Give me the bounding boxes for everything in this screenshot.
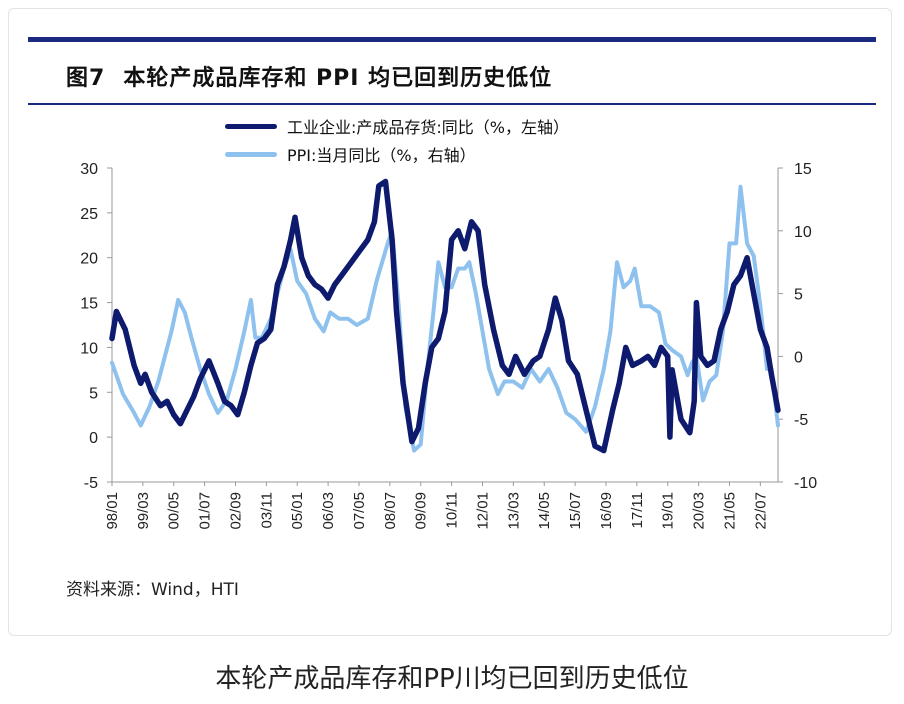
x-tick-label: 03/11 <box>258 492 275 528</box>
y-left-tick-label: 0 <box>89 430 98 447</box>
x-tick-label: 21/05 <box>721 492 738 530</box>
y-right-tick-label: 15 <box>794 161 812 178</box>
legend-item-inventory: 工业企业:产成品存货:同比（%，左轴） <box>225 112 569 140</box>
x-tick-label: 01/07 <box>197 492 214 530</box>
title-top-rule <box>28 37 876 42</box>
x-tick-label: 99/03 <box>135 492 152 530</box>
x-tick-label: 15/07 <box>567 492 584 530</box>
x-tick-label: 06/03 <box>320 492 337 530</box>
legend-label-ppi: PPI:当月同比（%，右轴） <box>287 146 476 165</box>
source-note: 资料来源：Wind，HTI <box>66 580 239 600</box>
figure-title-text: 本轮产成品库存和 PPI 均已回到历史低位 <box>123 66 553 91</box>
y-right-tick-label: 0 <box>794 349 803 366</box>
x-tick-label: 09/09 <box>413 492 430 530</box>
x-tick-label: 13/03 <box>505 492 522 530</box>
figure-title: 图7 本轮产成品库存和 PPI 均已回到历史低位 <box>66 60 552 92</box>
legend-item-ppi: PPI:当月同比（%，右轴） <box>225 140 569 168</box>
legend-swatch-ppi <box>225 151 277 157</box>
figure-number: 图7 <box>66 66 106 91</box>
y-left-tick-label: -5 <box>84 475 98 492</box>
x-tick-label: 98/01 <box>104 492 121 530</box>
x-tick-label: 08/07 <box>382 492 399 530</box>
y-right-tick-label: -10 <box>794 475 817 492</box>
y-right-tick-label: 10 <box>794 224 812 241</box>
x-tick-label: 16/09 <box>598 492 615 530</box>
y-left-tick-label: 10 <box>80 340 98 357</box>
y-right-tick-label: 5 <box>794 287 803 304</box>
x-tick-label: 12/01 <box>474 492 491 530</box>
x-tick-label: 00/05 <box>166 492 183 530</box>
x-tick-label: 14/05 <box>536 492 553 530</box>
y-right-tick-label: -5 <box>794 412 808 429</box>
y-left-tick-label: 25 <box>80 206 98 223</box>
x-tick-label: 05/01 <box>289 492 306 530</box>
x-tick-label: 10/11 <box>444 492 461 528</box>
y-left-tick-label: 30 <box>80 161 98 178</box>
x-tick-label: 07/05 <box>351 492 368 530</box>
y-left-tick-label: 20 <box>80 251 98 268</box>
y-left-tick-label: 15 <box>80 296 98 313</box>
legend-swatch-inventory <box>225 123 277 129</box>
image-caption: 本轮产成品库存和PP川均已回到历史低位 <box>215 664 689 694</box>
series-line-ppi <box>110 184 780 453</box>
series-line-inventory <box>109 178 781 454</box>
figure-frame <box>8 8 892 636</box>
x-tick-label: 19/01 <box>660 492 677 530</box>
x-tick-label: 22/07 <box>752 492 769 530</box>
x-tick-label: 20/03 <box>691 492 708 530</box>
y-left-tick-label: 5 <box>89 385 98 402</box>
x-tick-label: 02/09 <box>227 492 244 530</box>
chart-legend: 工业企业:产成品存货:同比（%，左轴） PPI:当月同比（%，右轴） <box>225 112 569 168</box>
x-tick-label: 17/11 <box>629 492 646 528</box>
title-bottom-rule <box>28 103 876 105</box>
legend-label-inventory: 工业企业:产成品存货:同比（%，左轴） <box>287 118 569 137</box>
